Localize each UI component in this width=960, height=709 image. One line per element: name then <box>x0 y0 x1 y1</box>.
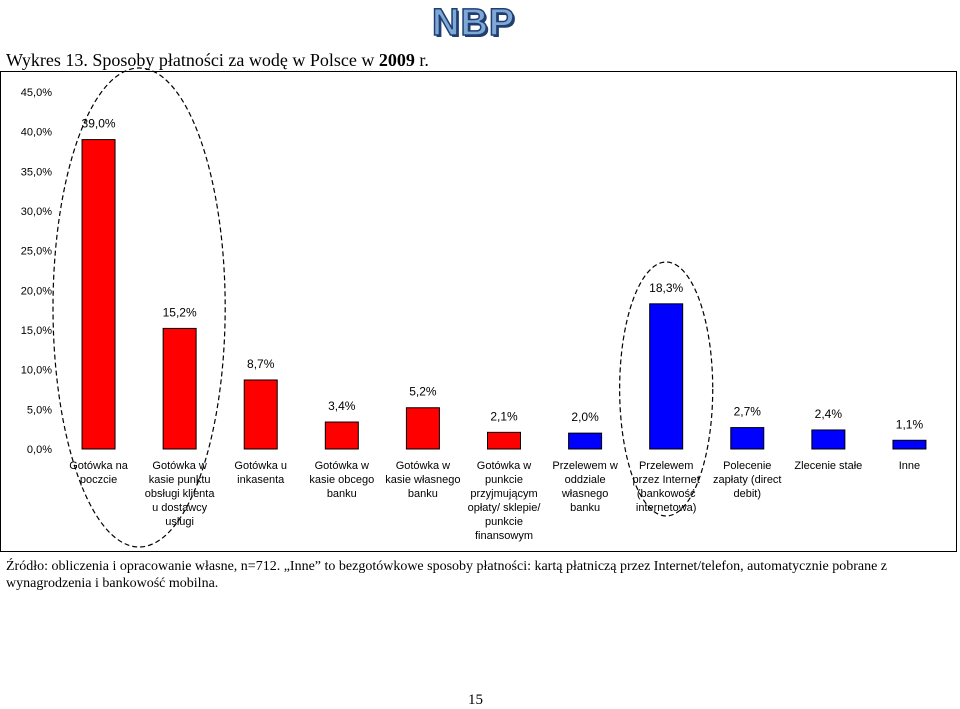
bar <box>324 421 359 450</box>
highlight-ellipse <box>52 67 226 548</box>
y-tick-label: 10,0% <box>21 365 52 377</box>
category-label: banku <box>570 502 600 514</box>
data-label: 3,4% <box>328 399 356 413</box>
category-label: Przelewem w <box>552 460 617 472</box>
y-tick-label: 0,0% <box>27 444 52 456</box>
category-label: Gotówka u <box>234 460 287 472</box>
chart-title: Wykres 13. Sposoby płatności za wodę w P… <box>6 50 429 70</box>
category-label: własnego <box>561 488 608 500</box>
category-label: zapłaty (direct <box>713 474 781 486</box>
category-label: banku <box>408 488 438 500</box>
category-label: banku <box>327 488 357 500</box>
y-tick-label: 25,0% <box>21 246 52 258</box>
category-label: opłaty/ sklepie/ <box>468 502 542 514</box>
category-label: Gotówka na <box>69 460 129 472</box>
category-label: Gotówka w <box>477 460 531 472</box>
category-label: internetowa) <box>636 502 697 514</box>
category-label: punkcie <box>485 516 523 528</box>
bar <box>892 439 927 450</box>
category-label: Przelewem <box>639 460 693 472</box>
bar <box>162 327 197 450</box>
bar <box>81 139 116 450</box>
category-label: Gotówka w <box>396 460 450 472</box>
bar <box>243 379 278 450</box>
category-label: (bankowość <box>637 488 696 500</box>
data-label: 2,4% <box>815 407 843 421</box>
data-label: 1,1% <box>896 417 924 431</box>
category-label: finansowym <box>475 530 533 542</box>
category-label: poczcie <box>80 474 117 486</box>
category-label: Zlecenie stałe <box>794 460 862 472</box>
chart-frame <box>0 71 957 552</box>
bar <box>487 431 521 450</box>
bar <box>730 427 765 450</box>
y-tick-label: 15,0% <box>21 325 52 337</box>
bar <box>405 407 440 450</box>
bar <box>811 429 846 450</box>
category-label: kasie punktu <box>149 474 211 486</box>
category-label: Polecenie <box>723 460 771 472</box>
bar <box>568 432 603 450</box>
data-label: 5,2% <box>409 385 437 399</box>
category-label: usługi <box>165 516 194 528</box>
data-label: 15,2% <box>163 305 197 319</box>
y-tick-label: 20,0% <box>21 285 52 297</box>
category-label: przez Internet <box>633 474 700 486</box>
category-label: obsługi klienta <box>145 488 216 500</box>
y-tick-label: 40,0% <box>21 127 52 139</box>
y-tick-label: 30,0% <box>21 206 52 218</box>
data-label: 8,7% <box>247 357 275 371</box>
data-label: 2,1% <box>490 409 518 423</box>
y-tick-label: 5,0% <box>27 404 52 416</box>
category-label: oddziale <box>565 474 606 486</box>
category-label: kasie obcego <box>309 474 374 486</box>
data-label: 2,7% <box>734 405 762 419</box>
category-label: Gotówka w <box>315 460 369 472</box>
bar <box>649 303 684 450</box>
nbp-logo: NBP <box>431 1 516 45</box>
y-tick-label: 35,0% <box>21 166 52 178</box>
data-label: 2,0% <box>571 410 599 424</box>
category-label: u dostawcy <box>152 502 208 514</box>
highlight-ellipse <box>619 261 714 517</box>
category-label: przyjmującym <box>470 488 537 500</box>
category-label: kasie własnego <box>385 474 460 486</box>
data-label: 39,0% <box>82 117 116 131</box>
page-number: 15 <box>468 692 483 708</box>
source-note: Źródło: obliczenia i opracowanie własne,… <box>6 559 888 591</box>
category-label: debit) <box>734 488 762 500</box>
category-label: Gotówka w <box>152 460 206 472</box>
category-label: inkasenta <box>237 474 285 486</box>
category-label: Inne <box>899 460 920 472</box>
y-tick-label: 45,0% <box>21 87 52 99</box>
category-label: punkcie <box>485 474 523 486</box>
data-label: 18,3% <box>649 281 683 295</box>
